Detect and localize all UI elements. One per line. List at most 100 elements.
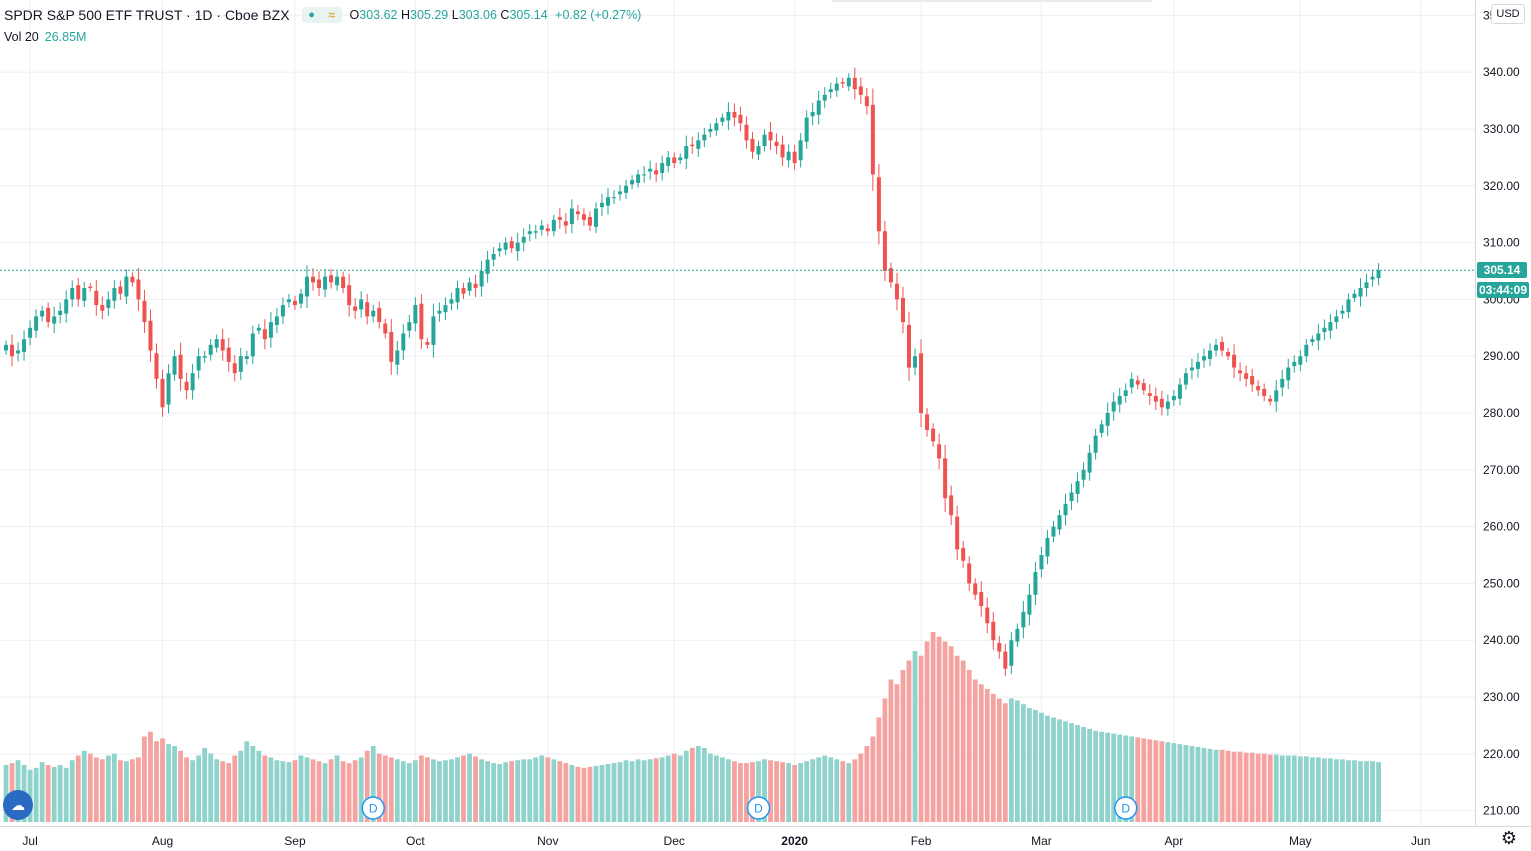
volume-bar bbox=[882, 698, 888, 822]
candle-body bbox=[1123, 390, 1128, 396]
volume-bar bbox=[1309, 757, 1315, 822]
close-value: 305.14 bbox=[509, 8, 548, 22]
candle-body bbox=[311, 276, 316, 283]
delayed-data-icon: ≈ bbox=[328, 8, 335, 22]
candle-body bbox=[395, 350, 400, 365]
dividend-marker-icon[interactable] bbox=[361, 796, 385, 820]
price-tick-label: 290.00 bbox=[1483, 349, 1520, 363]
dividend-marker-icon[interactable] bbox=[746, 796, 771, 820]
volume-bar bbox=[160, 738, 165, 822]
volume-bar bbox=[1153, 740, 1159, 822]
price-tick-label: 340.00 bbox=[1483, 65, 1520, 79]
candle-body bbox=[1298, 356, 1303, 365]
candle-body bbox=[377, 307, 382, 323]
candle-body bbox=[497, 248, 502, 252]
volume-bar bbox=[479, 759, 484, 822]
candle-body bbox=[684, 146, 689, 159]
volume-bar bbox=[1051, 717, 1056, 822]
volume-bar bbox=[810, 759, 816, 822]
gear-icon[interactable]: ⚙ bbox=[1500, 828, 1518, 848]
volume-bar bbox=[111, 753, 117, 822]
volume-bar bbox=[870, 736, 876, 822]
status-badge[interactable]: ● ≈ bbox=[301, 7, 342, 23]
candle-body bbox=[1165, 401, 1170, 409]
volume-bar bbox=[1261, 753, 1267, 822]
candle-body bbox=[762, 134, 767, 147]
volume-bar bbox=[557, 761, 563, 822]
volume-bar bbox=[1165, 742, 1171, 822]
volume-bar bbox=[924, 641, 930, 822]
volume-bar bbox=[1285, 755, 1291, 822]
candle-body bbox=[1069, 492, 1074, 502]
candle-body bbox=[100, 305, 105, 311]
volume-bar bbox=[990, 693, 996, 822]
tradingview-cloud-icon[interactable]: ☁ bbox=[3, 790, 33, 820]
volume-bar bbox=[93, 757, 99, 822]
candle-body bbox=[1051, 526, 1056, 537]
volume-bar bbox=[804, 761, 810, 822]
volume-bar bbox=[581, 767, 587, 822]
candle-body bbox=[1310, 339, 1315, 342]
volume-bar bbox=[617, 762, 623, 822]
volume-bar bbox=[719, 757, 725, 822]
volume-bar bbox=[756, 761, 761, 822]
volume-bar bbox=[1045, 715, 1050, 822]
volume-indicator-legend[interactable]: Vol 20 26.85M bbox=[4, 30, 86, 44]
volume-bar bbox=[1352, 760, 1357, 822]
time-axis-labels: Jul Aug Sep Oct Nov Dec 2020 Feb Mar Apr May Jun bbox=[22, 834, 1430, 848]
candle-body bbox=[1358, 288, 1363, 297]
candle-body bbox=[274, 316, 279, 325]
dividend-marker-label: D bbox=[754, 802, 763, 816]
volume-bar bbox=[750, 762, 755, 822]
time-tick-label: Mar bbox=[1031, 834, 1052, 848]
candle-body bbox=[184, 381, 189, 391]
top-drag-bar[interactable] bbox=[832, 0, 1152, 2]
volume-bar bbox=[358, 757, 364, 822]
candle-body bbox=[1111, 401, 1116, 412]
candle-body bbox=[124, 276, 129, 297]
candle-body bbox=[1021, 611, 1026, 628]
volume-bar bbox=[292, 760, 298, 822]
chart-header: SPDR S&P 500 ETF TRUST · 1D · Cboe BZX ●… bbox=[0, 5, 641, 25]
candle-body bbox=[907, 324, 911, 368]
volume-bar bbox=[346, 763, 352, 822]
candle-body bbox=[1322, 327, 1327, 333]
currency-button[interactable]: USD bbox=[1491, 4, 1525, 24]
volume-bar bbox=[364, 750, 370, 822]
volume-bar bbox=[340, 761, 346, 822]
candle-body bbox=[678, 157, 683, 161]
volume-bar bbox=[726, 759, 731, 822]
candle-body bbox=[76, 285, 81, 300]
candle-body bbox=[690, 144, 695, 147]
volume-bar bbox=[930, 632, 936, 822]
candle-body bbox=[268, 322, 273, 338]
dividend-marker-icon[interactable] bbox=[1113, 796, 1138, 820]
volume-bar bbox=[256, 750, 262, 822]
candle-body bbox=[973, 583, 978, 595]
symbol-title[interactable]: SPDR S&P 500 ETF TRUST · 1D · Cboe BZX bbox=[4, 7, 290, 23]
candle-body bbox=[1129, 378, 1134, 388]
time-tick-label: May bbox=[1289, 834, 1312, 848]
candle-body bbox=[876, 177, 881, 232]
volume-bar bbox=[605, 764, 611, 822]
volume-bar bbox=[864, 746, 870, 822]
open-label: O bbox=[349, 8, 360, 22]
volume-bar bbox=[298, 755, 304, 822]
volume-bar bbox=[232, 755, 238, 822]
volume-bar bbox=[936, 636, 942, 822]
price-tick-label: 260.00 bbox=[1483, 520, 1520, 534]
candle-body bbox=[732, 111, 737, 118]
candle-body bbox=[943, 458, 948, 499]
price-tick-label: 310.00 bbox=[1483, 236, 1520, 250]
candle-body bbox=[720, 117, 725, 122]
volume-bar bbox=[780, 762, 785, 822]
volume-bar bbox=[1376, 762, 1381, 822]
volume-bar bbox=[136, 757, 141, 822]
candle-body bbox=[52, 316, 57, 324]
volume-bar bbox=[623, 760, 629, 822]
candle-body bbox=[1352, 293, 1357, 298]
candle-body bbox=[1256, 386, 1261, 391]
candle-body bbox=[593, 208, 598, 227]
candle-body bbox=[1093, 435, 1098, 453]
